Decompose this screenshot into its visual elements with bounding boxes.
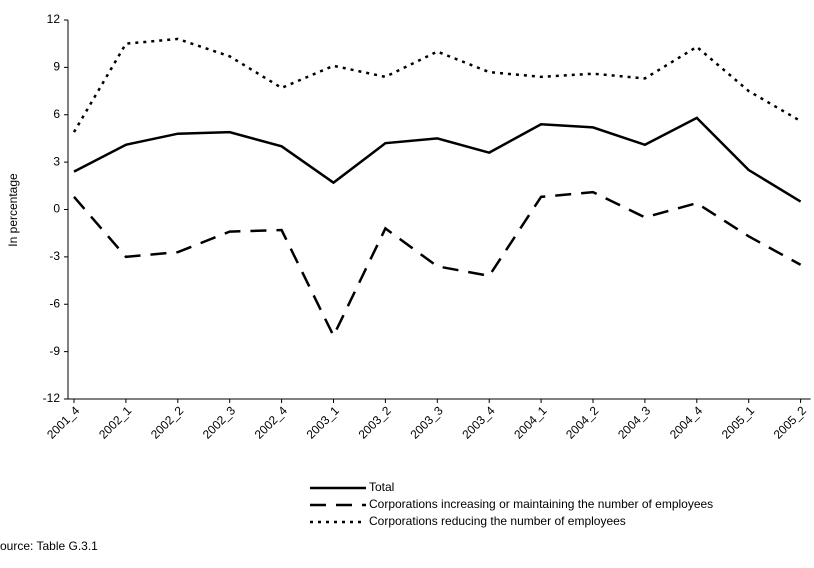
- legend-label: Corporations reducing the number of empl…: [369, 514, 626, 528]
- source-note: Source: Table G.3.1: [0, 539, 98, 553]
- y-tick-label: -6: [49, 296, 60, 310]
- x-tick-label: 2002_4: [252, 403, 290, 441]
- x-tick-label: 2004_3: [615, 403, 653, 441]
- y-tick-label: 0: [53, 202, 60, 216]
- x-tick-label: 2003_2: [356, 403, 394, 441]
- x-tick-label: 2003_1: [304, 403, 342, 441]
- x-tick-label: 2002_2: [148, 403, 186, 441]
- y-tick-label: 6: [53, 107, 60, 121]
- y-axis-label: In percentage: [6, 173, 20, 247]
- x-tick-label: 2002_3: [200, 403, 238, 441]
- x-tick-label: 2003_4: [459, 403, 497, 441]
- x-tick-label: 2005_2: [771, 403, 809, 441]
- x-tick-label: 2004_1: [511, 403, 549, 441]
- y-tick-label: 9: [53, 60, 60, 74]
- series-line: [72, 37, 802, 133]
- y-tick-label: -12: [43, 391, 61, 405]
- y-tick-label: 12: [47, 12, 61, 26]
- x-tick-label: 2004_2: [563, 403, 601, 441]
- x-tick-label: 2004_4: [667, 403, 705, 441]
- y-tick-label: -3: [49, 249, 60, 263]
- x-tick-label: 2001_4: [44, 403, 82, 441]
- series-line: [73, 116, 802, 203]
- legend-label: Total: [369, 480, 394, 494]
- y-tick-label: -9: [49, 344, 60, 358]
- y-tick-label: 3: [53, 154, 60, 168]
- x-tick-label: 2003_3: [407, 403, 445, 441]
- x-tick-label: 2005_1: [719, 403, 757, 441]
- series-line: [73, 190, 802, 339]
- legend-label: Corporations increasing or maintaining t…: [369, 497, 713, 511]
- x-tick-label: 2002_1: [96, 403, 134, 441]
